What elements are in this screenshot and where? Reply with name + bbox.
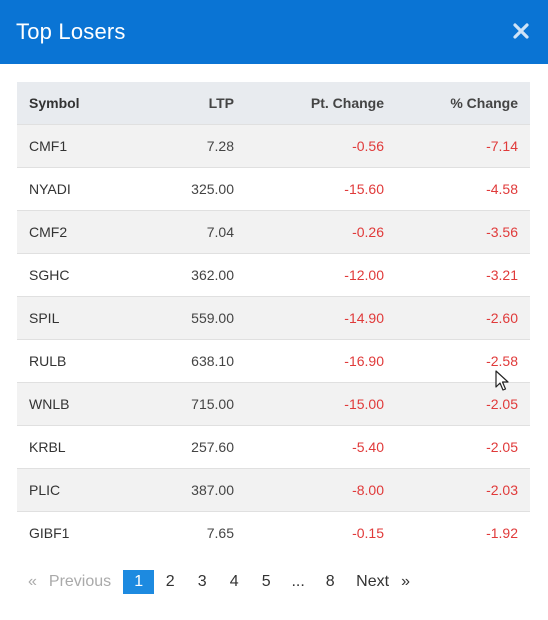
- table-row[interactable]: SPIL 559.00 -14.90 -2.60: [17, 296, 530, 339]
- cell-ltp: 257.60: [191, 438, 234, 455]
- cell-pct-change: -3.21: [486, 266, 518, 283]
- cell-pct-change: -4.58: [486, 180, 518, 197]
- page-ellipsis: ...: [291, 573, 305, 590]
- cell-pt-change: -8.00: [352, 481, 384, 498]
- cell-pt-change: -0.15: [352, 524, 384, 541]
- header-pct-change[interactable]: % Change: [450, 94, 518, 111]
- table-row[interactable]: PLIC 387.00 -8.00 -2.03: [17, 468, 530, 511]
- cell-pct-change: -7.14: [486, 137, 518, 154]
- table-row[interactable]: CMF2 7.04 -0.26 -3.56: [17, 210, 530, 253]
- cell-ltp: 715.00: [191, 395, 234, 412]
- page-link-2[interactable]: 2: [165, 573, 175, 590]
- cell-pt-change: -14.90: [344, 309, 384, 326]
- cell-symbol: NYADI: [29, 180, 71, 197]
- cell-symbol: CMF2: [29, 223, 68, 240]
- cell-symbol: WNLB: [29, 395, 70, 412]
- cell-pct-change: -2.60: [486, 309, 518, 326]
- losers-table-container: Symbol LTP Pt. Change % Change CMF1 7.28 -…: [17, 82, 530, 554]
- cell-pct-change: -2.05: [486, 438, 518, 455]
- cell-pt-change: -0.26: [352, 223, 384, 240]
- previous-page-link: Previous: [48, 573, 112, 590]
- page-link-5[interactable]: 5: [261, 573, 271, 590]
- cell-ltp: 638.10: [191, 352, 234, 369]
- cell-symbol: RULB: [29, 352, 67, 369]
- modal-title: Top Losers: [16, 19, 126, 44]
- cell-pt-change: -12.00: [344, 266, 384, 283]
- cell-pt-change: -16.90: [344, 352, 384, 369]
- table-row[interactable]: WNLB 715.00 -15.00 -2.05: [17, 382, 530, 425]
- table-row[interactable]: GIBF1 7.65 -0.15 -1.92: [17, 511, 530, 554]
- cell-pct-change: -2.05: [486, 395, 518, 412]
- cell-symbol: CMF1: [29, 137, 68, 154]
- table-row[interactable]: SGHC 362.00 -12.00 -3.21: [17, 253, 530, 296]
- first-page-link: «: [28, 573, 37, 590]
- cell-ltp: 7.28: [206, 137, 234, 154]
- cell-pt-change: -0.56: [352, 137, 384, 154]
- pagination: « Previous 1 2 3 4 5... 8 Next »: [22, 570, 416, 594]
- cell-pct-change: -2.03: [486, 481, 518, 498]
- cell-symbol: GIBF1: [29, 524, 70, 541]
- header-symbol[interactable]: Symbol: [29, 94, 80, 111]
- table-row[interactable]: RULB 638.10 -16.90 -2.58: [17, 339, 530, 382]
- table-header-row: Symbol LTP Pt. Change % Change: [17, 82, 530, 124]
- header-ltp[interactable]: LTP: [208, 94, 234, 111]
- modal-header: Top Losers: [0, 0, 548, 64]
- losers-table: Symbol LTP Pt. Change % Change CMF1 7.28 -…: [17, 82, 530, 554]
- page-link-1[interactable]: 1: [123, 570, 155, 594]
- close-icon[interactable]: [510, 20, 532, 42]
- cell-pct-change: -1.92: [486, 524, 518, 541]
- cell-symbol: PLIC: [29, 481, 61, 498]
- cell-pct-change: -2.58: [486, 352, 518, 369]
- cell-pt-change: -15.00: [344, 395, 384, 412]
- cell-symbol: KRBL: [29, 438, 66, 455]
- cell-ltp: 7.04: [206, 223, 234, 240]
- cell-pt-change: -5.40: [352, 438, 384, 455]
- cell-pct-change: -3.56: [486, 223, 518, 240]
- cell-pt-change: -15.60: [344, 180, 384, 197]
- header-pt-change[interactable]: Pt. Change: [310, 94, 384, 111]
- cell-ltp: 7.65: [206, 524, 234, 541]
- page-link-3[interactable]: 3: [197, 573, 207, 590]
- table-row[interactable]: KRBL 257.60 -5.40 -2.05: [17, 425, 530, 468]
- next-page-link[interactable]: Next: [356, 573, 390, 590]
- page-link-8[interactable]: 8: [325, 573, 335, 590]
- cell-ltp: 387.00: [191, 481, 234, 498]
- last-page-link[interactable]: »: [401, 573, 410, 590]
- cell-ltp: 559.00: [191, 309, 234, 326]
- table-row[interactable]: CMF1 7.28 -0.56 -7.14: [17, 124, 530, 167]
- cell-ltp: 325.00: [191, 180, 234, 197]
- table-row[interactable]: NYADI 325.00 -15.60 -4.58: [17, 167, 530, 210]
- cell-ltp: 362.00: [191, 266, 234, 283]
- cell-symbol: SPIL: [29, 309, 60, 326]
- page-link-4[interactable]: 4: [229, 573, 239, 590]
- mouse-cursor-icon: [495, 370, 509, 397]
- cell-symbol: SGHC: [29, 266, 70, 283]
